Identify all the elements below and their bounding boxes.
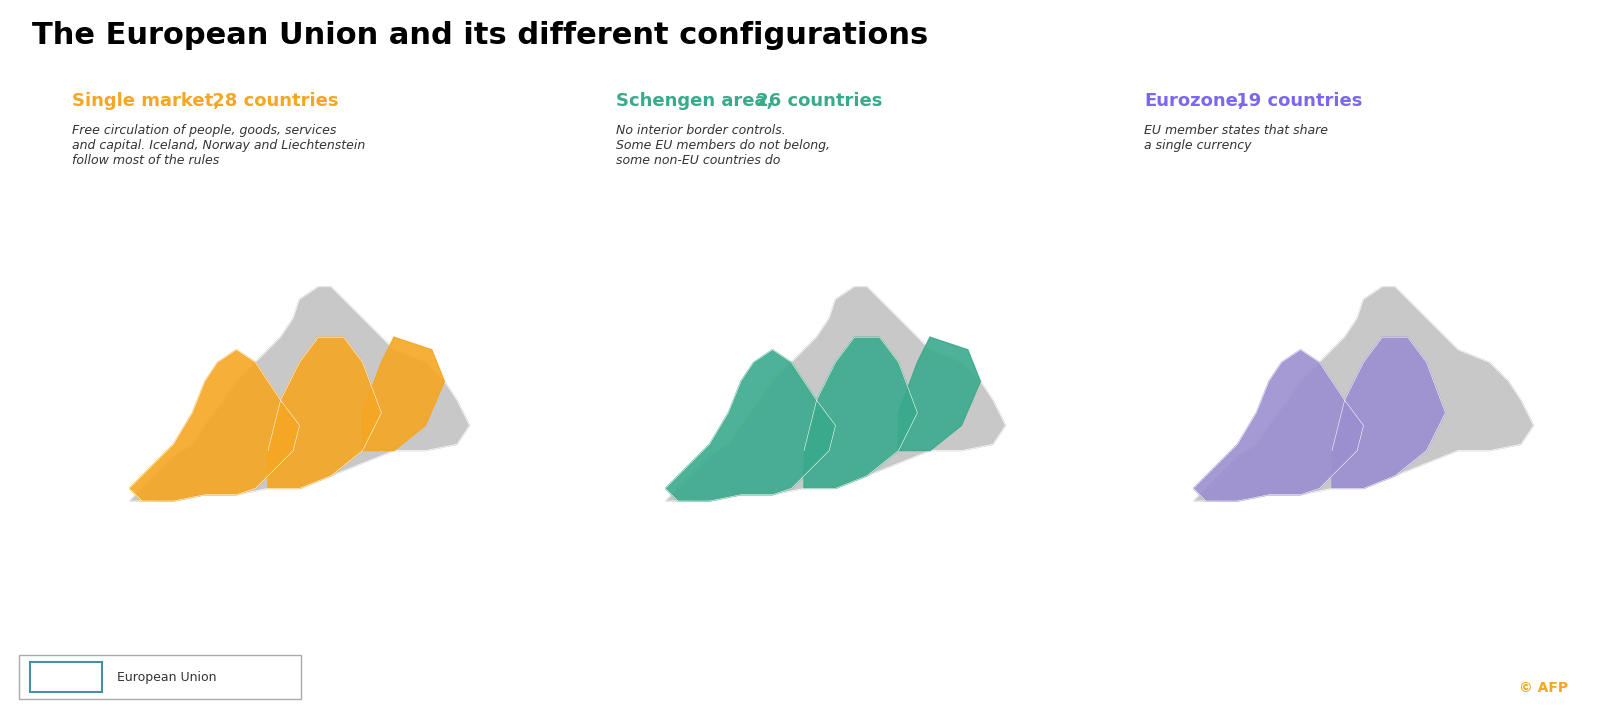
Polygon shape [1194, 286, 1533, 501]
Polygon shape [1331, 337, 1445, 489]
Polygon shape [130, 350, 299, 501]
FancyBboxPatch shape [19, 655, 301, 699]
Text: 26 countries: 26 countries [750, 92, 883, 110]
Text: Free circulation of people, goods, services
and capital. Iceland, Norway and Lie: Free circulation of people, goods, servi… [72, 124, 365, 167]
Polygon shape [666, 350, 835, 501]
Polygon shape [1194, 350, 1363, 501]
Polygon shape [803, 337, 917, 489]
Polygon shape [269, 337, 381, 489]
Text: Eurozone,: Eurozone, [1144, 92, 1245, 110]
Text: Single market,: Single market, [72, 92, 221, 110]
Polygon shape [666, 286, 1005, 501]
Text: The European Union and its different configurations: The European Union and its different con… [32, 21, 928, 50]
Polygon shape [130, 286, 470, 501]
FancyBboxPatch shape [30, 662, 102, 692]
Text: No interior border controls.
Some EU members do not belong,
some non-EU countrie: No interior border controls. Some EU mem… [616, 124, 830, 167]
Text: 19 countries: 19 countries [1230, 92, 1363, 110]
Text: Schengen area,: Schengen area, [616, 92, 773, 110]
Polygon shape [899, 337, 981, 451]
Text: European Union: European Union [117, 671, 216, 683]
Polygon shape [363, 337, 445, 451]
Text: © AFP: © AFP [1518, 681, 1568, 695]
Text: 28 countries: 28 countries [206, 92, 339, 110]
Text: EU member states that share
a single currency: EU member states that share a single cur… [1144, 124, 1328, 152]
